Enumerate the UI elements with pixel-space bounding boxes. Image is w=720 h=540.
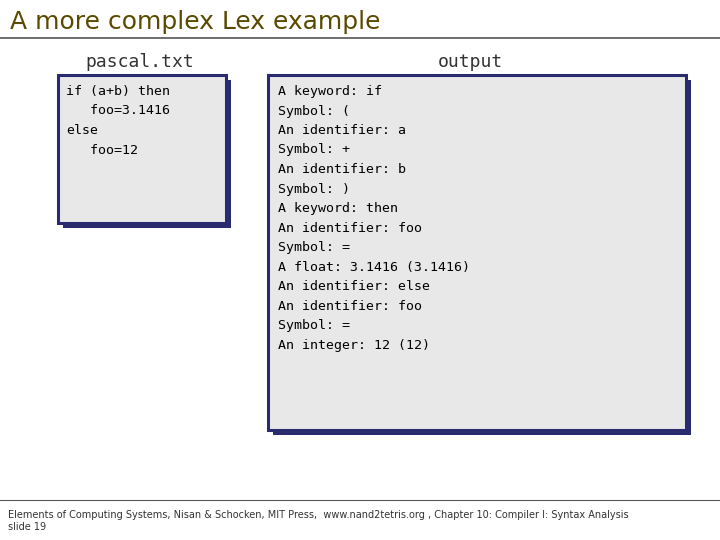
FancyBboxPatch shape xyxy=(268,75,686,430)
Text: slide 19: slide 19 xyxy=(8,522,46,532)
FancyBboxPatch shape xyxy=(63,80,231,228)
FancyBboxPatch shape xyxy=(58,75,226,223)
FancyBboxPatch shape xyxy=(273,80,691,435)
Text: A more complex Lex example: A more complex Lex example xyxy=(10,10,380,34)
Text: output: output xyxy=(437,53,503,71)
Text: if (a+b) then
   foo=3.1416
else
   foo=12: if (a+b) then foo=3.1416 else foo=12 xyxy=(66,85,170,157)
Text: A keyword: if
Symbol: (
An identifier: a
Symbol: +
An identifier: b
Symbol: )
A : A keyword: if Symbol: ( An identifier: a… xyxy=(278,85,470,352)
Text: pascal.txt: pascal.txt xyxy=(86,53,194,71)
Text: Elements of Computing Systems, Nisan & Schocken, MIT Press,  www.nand2tetris.org: Elements of Computing Systems, Nisan & S… xyxy=(8,510,629,520)
